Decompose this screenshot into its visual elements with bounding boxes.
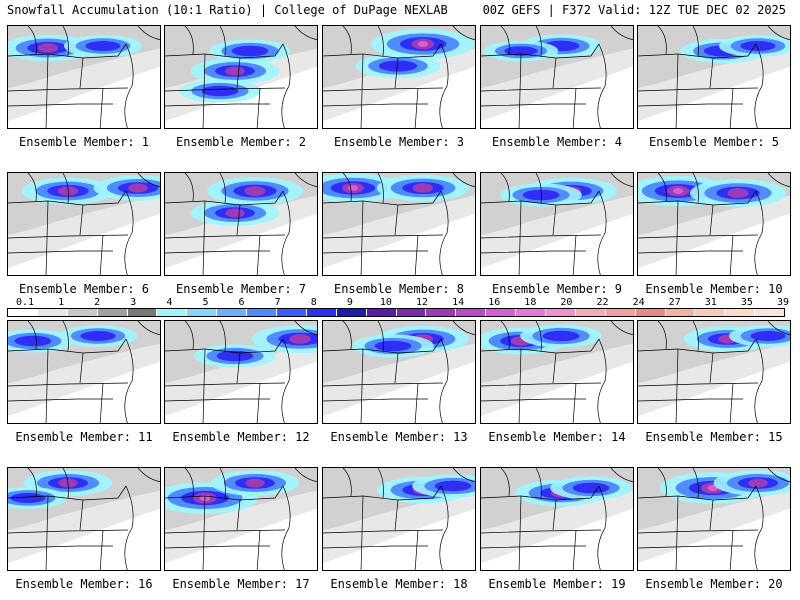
legend-swatch	[695, 309, 726, 316]
ensemble-map-panel	[637, 25, 791, 129]
legend-swatch	[336, 309, 367, 316]
ensemble-member-label: Ensemble Member: 2	[175, 135, 307, 149]
ensemble-map-panel	[7, 467, 161, 571]
ensemble-map-panel	[7, 25, 161, 129]
legend-swatch	[37, 309, 68, 316]
ensemble-map-panel	[637, 467, 791, 571]
legend-swatch	[516, 309, 547, 316]
ensemble-map-panel	[322, 25, 476, 129]
legend-swatch	[97, 309, 128, 316]
ensemble-member-label: Ensemble Member: 3	[333, 135, 465, 149]
legend-swatch	[635, 309, 666, 316]
ensemble-map-panel	[637, 172, 791, 276]
ensemble-map-panel	[322, 172, 476, 276]
run-valid-time: 00Z GEFS | F372 Valid: 12Z TUE DEC 02 20…	[482, 3, 786, 17]
ensemble-map-panel	[164, 172, 318, 276]
legend-tick-label: 12	[416, 297, 429, 308]
ensemble-map-panel	[164, 467, 318, 571]
ensemble-map-panel	[322, 320, 476, 424]
ensemble-map-panel	[637, 320, 791, 424]
legend-swatch	[575, 309, 606, 316]
ensemble-map-panel	[7, 172, 161, 276]
ensemble-member-label: Ensemble Member: 20	[645, 577, 783, 591]
legend-tick-label: 10	[379, 297, 392, 308]
legend-swatch	[217, 309, 248, 316]
legend-tick-label: 14	[452, 297, 465, 308]
ensemble-member-label: Ensemble Member: 11	[15, 430, 153, 444]
legend-swatch	[456, 309, 487, 316]
legend-swatch	[277, 309, 307, 316]
ensemble-member-label: Ensemble Member: 4	[491, 135, 623, 149]
ensemble-map-panel	[480, 172, 634, 276]
ensemble-map-panel	[164, 320, 318, 424]
ensemble-map-panel	[480, 467, 634, 571]
legend-swatch	[486, 309, 517, 316]
legend-tick-label: 0.1	[15, 297, 35, 308]
legend-tick-label: 31	[704, 297, 717, 308]
legend-tick-label: 9	[346, 297, 353, 308]
ensemble-map-panel	[480, 320, 634, 424]
legend-tick-label: 6	[238, 297, 245, 308]
legend-swatch	[665, 309, 696, 316]
legend-swatch	[426, 309, 457, 316]
ensemble-member-label: Ensemble Member: 15	[645, 430, 783, 444]
legend-swatch	[157, 309, 188, 316]
chart-title: Snowfall Accumulation (10:1 Ratio) | Col…	[7, 3, 448, 17]
legend-tick-label: 8	[310, 297, 317, 308]
ensemble-member-label: Ensemble Member: 17	[172, 577, 310, 591]
ensemble-member-label: Ensemble Member: 9	[491, 282, 623, 296]
ensemble-member-label: Ensemble Member: 14	[488, 430, 626, 444]
ensemble-map-panel	[164, 25, 318, 129]
legend-swatch	[755, 309, 785, 316]
legend-swatch	[306, 309, 337, 316]
legend-color-bar	[7, 308, 785, 317]
legend-tick-label: 3	[130, 297, 137, 308]
legend-swatch	[366, 309, 397, 316]
legend-tick-label: 22	[596, 297, 609, 308]
legend-tick-label: 4	[166, 297, 173, 308]
ensemble-member-label: Ensemble Member: 19	[488, 577, 626, 591]
legend-swatch	[605, 309, 636, 316]
ensemble-map-panel	[7, 320, 161, 424]
legend-tick-label: 39	[776, 297, 790, 308]
legend-tick-label: 7	[274, 297, 281, 308]
legend-tick-label: 2	[94, 297, 101, 308]
legend-swatch	[247, 309, 278, 316]
legend-swatch	[8, 309, 38, 316]
ensemble-member-label: Ensemble Member: 12	[172, 430, 310, 444]
ensemble-member-label: Ensemble Member: 18	[330, 577, 468, 591]
ensemble-member-label: Ensemble Member: 8	[333, 282, 465, 296]
legend-swatch	[187, 309, 218, 316]
ensemble-member-label: Ensemble Member: 13	[330, 430, 468, 444]
ensemble-member-label: Ensemble Member: 6	[18, 282, 150, 296]
legend-tick-label: 24	[632, 297, 645, 308]
legend-swatch	[396, 309, 427, 316]
legend-tick-label: 27	[668, 297, 681, 308]
legend-tick-label: 35	[740, 297, 753, 308]
ensemble-member-label: Ensemble Member: 5	[648, 135, 780, 149]
color-legend: 0.1 1 2 3 4 5 6 7 8 9 10 12 14 16 18 20 22 24 27 31 35 39	[7, 297, 789, 319]
legend-swatch	[546, 309, 576, 316]
ensemble-map-panel	[480, 25, 634, 129]
ensemble-member-label: Ensemble Member: 16	[15, 577, 153, 591]
legend-labels: 0.1 1 2 3 4 5 6 7 8 9 10 12 14 16 18 20 22 24 27 31 35 39	[7, 297, 789, 308]
legend-swatch	[127, 309, 158, 316]
legend-swatch	[67, 309, 98, 316]
legend-tick-label: 20	[560, 297, 573, 308]
legend-tick-label: 1	[58, 297, 65, 308]
legend-swatch	[725, 309, 756, 316]
ensemble-member-label: Ensemble Member: 10	[645, 282, 783, 296]
legend-tick-label: 16	[488, 297, 501, 308]
ensemble-member-label: Ensemble Member: 1	[18, 135, 150, 149]
legend-tick-label: 18	[524, 297, 537, 308]
legend-tick-label: 5	[202, 297, 209, 308]
ensemble-member-label: Ensemble Member: 7	[175, 282, 307, 296]
ensemble-map-panel	[322, 467, 476, 571]
